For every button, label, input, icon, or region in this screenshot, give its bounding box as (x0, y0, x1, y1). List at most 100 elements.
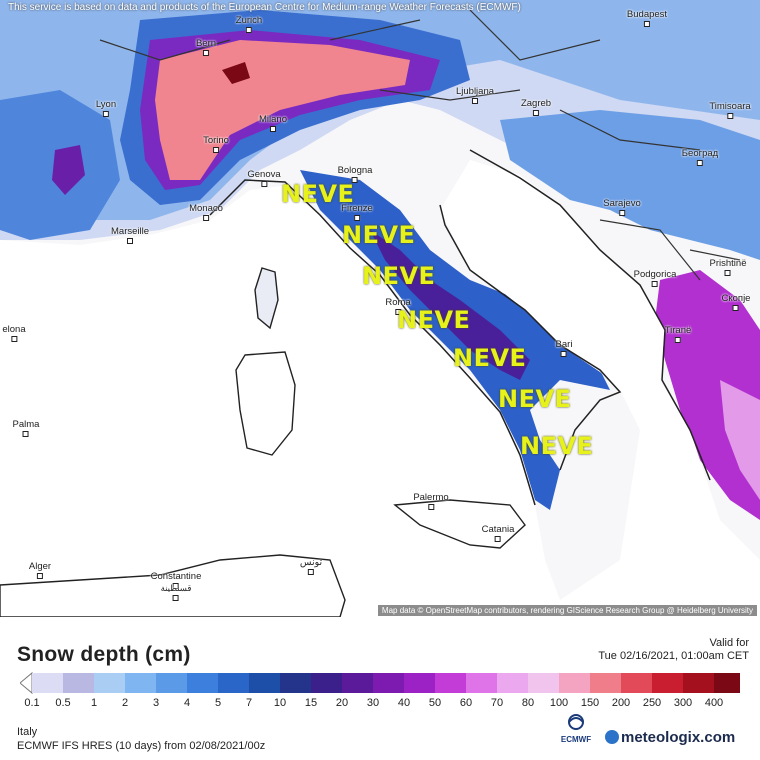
scale-tick-label: 200 (611, 697, 631, 709)
scale-tick-label: 15 (304, 697, 318, 709)
ecmwf-logo-text: ECMWF (560, 735, 592, 744)
scale-tick-label: 300 (673, 697, 693, 709)
city-beograd: Београд (682, 148, 718, 166)
scale-tick-label: 2 (121, 697, 129, 709)
city-bologna: Bologna (338, 165, 373, 183)
scale-tick-label: 400 (704, 697, 724, 709)
scale-swatch (714, 673, 740, 693)
city-prishtine: Prishtinë (710, 258, 747, 276)
city-zurich: Zurich (236, 15, 262, 33)
snow-field-alps-darkred (222, 62, 250, 84)
ecmwf-notice: This service is based on data and produc… (8, 2, 521, 13)
scale-tick-label: 10 (273, 697, 287, 709)
scale-swatch (404, 673, 435, 693)
city-palermo: Palermo (413, 492, 448, 510)
legend-footer: Snow depth (cm) Valid for Tue 02/16/2021… (0, 617, 760, 760)
scale-tick-label: 80 (521, 697, 535, 709)
meteologix-brand: meteologix.com (621, 729, 736, 746)
color-scale (20, 671, 740, 695)
scale-tick-label: 20 (335, 697, 349, 709)
snow-field-apennines (300, 170, 610, 510)
scale-swatch (311, 673, 342, 693)
city-skopje: Скопје (722, 293, 751, 311)
scale-swatch (559, 673, 590, 693)
scale-tick-label: 60 (459, 697, 473, 709)
city-constantine-arabic: قسنطينة (161, 583, 192, 601)
snow-field-france-purple (52, 145, 85, 195)
scale-tick-label: 70 (490, 697, 504, 709)
scale-swatch (249, 673, 280, 693)
scale-swatch (218, 673, 249, 693)
ecmwf-icon (568, 714, 584, 730)
city-constantine: Constantine (151, 571, 202, 589)
neve-label: NEVE (453, 344, 527, 372)
scale-tick-label: 0.1 (24, 697, 40, 709)
scale-swatch (590, 673, 621, 693)
meteologix-icon (605, 730, 619, 744)
scale-tick-label: 1 (90, 697, 98, 709)
city-firenze: Firenze (341, 203, 373, 221)
scale-tick-label: 40 (397, 697, 411, 709)
city-milano: Milano (259, 114, 287, 132)
city-marseille: Marseille (111, 226, 149, 244)
city-zagreb: Zagreb (521, 98, 551, 116)
scale-swatch (156, 673, 187, 693)
model-run-label: ECMWF IFS HRES (10 days) from 02/08/2021… (17, 740, 266, 752)
scale-tick-label: 150 (580, 697, 600, 709)
scale-tick-label: 30 (366, 697, 380, 709)
city-roma: Roma (385, 297, 410, 315)
snow-depth-map: This service is based on data and produc… (0, 0, 760, 617)
scale-tick-label: 5 (214, 697, 222, 709)
scale-swatch (63, 673, 94, 693)
scale-swatch (528, 673, 559, 693)
map-attribution: Map data © OpenStreetMap contributors, r… (377, 605, 757, 616)
city-sarajevo: Sarajevo (603, 198, 641, 216)
scale-swatch (466, 673, 497, 693)
city-tunis: تونس (300, 557, 322, 575)
neve-label: NEVE (498, 385, 572, 413)
sardinia (235, 351, 296, 456)
scale-swatch (621, 673, 652, 693)
ecmwf-logo: ECMWF (556, 714, 596, 744)
scale-swatch (683, 673, 714, 693)
scale-swatch (187, 673, 218, 693)
city-lyon: Lyon (96, 99, 116, 117)
scale-tick-label: 50 (428, 697, 442, 709)
neve-label: NEVE (281, 180, 355, 208)
city-timisoara: Timisoara (709, 101, 750, 119)
city-bern: Bern (196, 38, 216, 56)
scale-swatch (373, 673, 404, 693)
snow-field-apennines-deep (370, 230, 530, 380)
scale-swatch (652, 673, 683, 693)
city-genova: Genova (247, 169, 280, 187)
valid-time: Tue 02/16/2021, 01:00am CET (598, 650, 749, 662)
city-palma: Palma (13, 419, 40, 437)
scale-swatch (280, 673, 311, 693)
scale-tick-label: 7 (245, 697, 253, 709)
scale-swatch (125, 673, 156, 693)
city-budapest: Budapest (627, 9, 667, 27)
neve-label: NEVE (342, 221, 416, 249)
scale-tick-label: 4 (183, 697, 191, 709)
scale-tick-label: 0.5 (55, 697, 71, 709)
city-podgorica: Podgorica (634, 269, 677, 287)
scale-swatch (342, 673, 373, 693)
scale-tick-label: 3 (152, 697, 160, 709)
city-tirane: Tiranë (665, 325, 692, 343)
meteologix-logo[interactable]: meteologix.com (605, 729, 735, 746)
sea (0, 160, 760, 617)
city-ljubljana: Ljubljana (456, 86, 494, 104)
city-catania: Catania (482, 524, 515, 542)
city-torino: Torino (203, 135, 229, 153)
map-canvas (0, 0, 760, 617)
legend-title: Snow depth (cm) (17, 643, 191, 666)
valid-for-label: Valid for (709, 637, 749, 649)
scale-swatch (497, 673, 528, 693)
scale-arrow-left (20, 671, 33, 695)
region-label: Italy (17, 726, 38, 738)
neve-label: NEVE (520, 432, 594, 460)
city-bari: Bari (556, 339, 573, 357)
scale-tick-label: 100 (549, 697, 569, 709)
snow-field-albania-light (720, 380, 760, 500)
neve-label: NEVE (397, 306, 471, 334)
